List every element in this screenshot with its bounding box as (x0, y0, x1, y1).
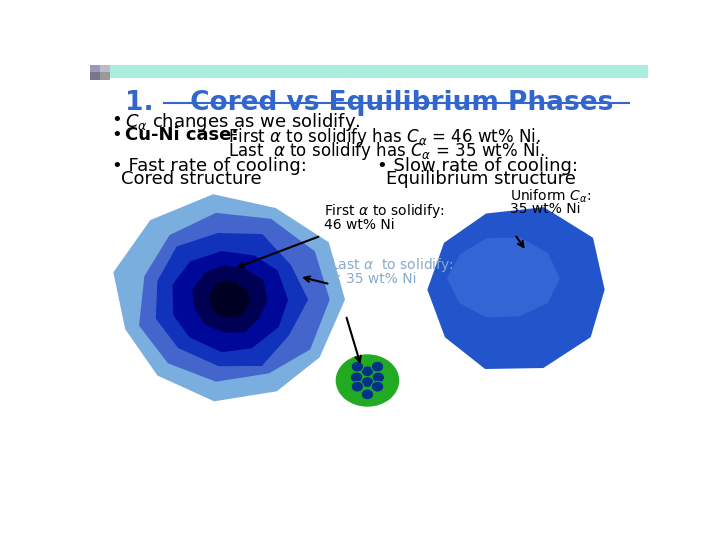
Bar (100, 72, 110, 80)
Text: Last $\alpha$  to solidify:: Last $\alpha$ to solidify: (330, 256, 454, 274)
Ellipse shape (372, 361, 384, 372)
Text: • Fast rate of cooling:: • Fast rate of cooling: (112, 157, 307, 175)
Ellipse shape (361, 377, 374, 387)
Polygon shape (447, 238, 559, 318)
Bar (90, 65, 100, 72)
Ellipse shape (351, 381, 364, 392)
Text: 1.    Cored vs Equilibrium Phases: 1. Cored vs Equilibrium Phases (125, 90, 613, 116)
Polygon shape (428, 207, 605, 369)
Text: • Slow rate of cooling:: • Slow rate of cooling: (377, 157, 577, 175)
Text: 46 wt% Ni: 46 wt% Ni (324, 218, 395, 232)
Ellipse shape (361, 389, 374, 400)
Bar (100, 65, 110, 72)
Text: Last  $\alpha$ to solidify has $C_{\alpha}$ = 35 wt% Ni.: Last $\alpha$ to solidify has $C_{\alpha… (228, 140, 545, 162)
Polygon shape (139, 213, 330, 382)
Ellipse shape (336, 354, 399, 407)
Text: •: • (112, 111, 122, 129)
Polygon shape (156, 233, 308, 366)
Ellipse shape (351, 372, 363, 383)
Text: First $\alpha$ to solidify has $C_{\alpha}$ = 46 wt% Ni.: First $\alpha$ to solidify has $C_{\alph… (228, 126, 541, 149)
Bar (90, 72, 100, 80)
Text: 35 wt% Ni: 35 wt% Ni (510, 202, 580, 217)
Ellipse shape (361, 366, 374, 377)
Text: •: • (112, 126, 122, 144)
Text: $C_{\alpha}$ changes as we solidify.: $C_{\alpha}$ changes as we solidify. (125, 111, 361, 133)
Polygon shape (113, 194, 345, 401)
Text: Equilibrium structure: Equilibrium structure (386, 170, 576, 188)
Polygon shape (210, 280, 251, 318)
Polygon shape (173, 251, 288, 352)
Text: First $\alpha$ to solidify:: First $\alpha$ to solidify: (324, 202, 445, 220)
Text: < 35 wt% Ni: < 35 wt% Ni (330, 272, 417, 286)
Text: Cored structure: Cored structure (121, 170, 261, 188)
Ellipse shape (372, 372, 384, 383)
Ellipse shape (372, 381, 384, 392)
Ellipse shape (351, 361, 364, 372)
Bar (90, 65, 648, 78)
Text: Uniform $C_{\alpha}$:: Uniform $C_{\alpha}$: (510, 187, 591, 205)
Text: Cu-Ni case:: Cu-Ni case: (125, 126, 238, 144)
Polygon shape (192, 265, 267, 333)
